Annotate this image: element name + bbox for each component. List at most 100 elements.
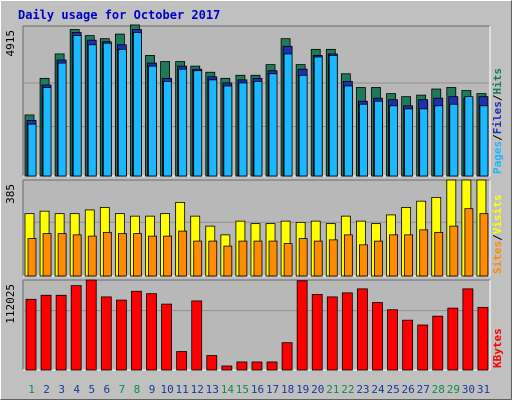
sites-bar-day-17 [268, 240, 278, 277]
x-tick-label-day-27: 27 [417, 383, 430, 396]
sites-visits-legend-item-1: Sites [491, 241, 504, 274]
kbytes-bar-day-14 [221, 365, 233, 371]
kbytes-bar-day-28 [432, 315, 444, 371]
x-tick-label-day-13: 13 [206, 383, 219, 396]
sites-bar-day-23 [359, 244, 368, 277]
chart-title: Daily usage for October 2017 [18, 8, 220, 22]
x-tick-label-day-30: 30 [462, 383, 475, 396]
kbytes-bar-day-17 [266, 361, 278, 371]
pages-bar-day-11 [178, 68, 188, 177]
kbytes-bar-day-15 [236, 361, 248, 371]
sites-bar-day-10 [163, 235, 172, 277]
x-tick-label-day-5: 5 [88, 383, 95, 396]
kbytes-bar-day-23 [357, 288, 368, 371]
x-tick-label-day-26: 26 [402, 383, 415, 396]
kbytes-ymax-label: 112025 [4, 284, 17, 324]
kbytes-bar-day-20 [311, 294, 323, 371]
x-tick-label-day-24: 24 [371, 383, 385, 396]
x-tick-label-day-9: 9 [149, 383, 156, 396]
x-tick-label-day-10: 10 [160, 383, 173, 396]
sites-visits-legend: Sites/Visits [491, 195, 504, 275]
sites-bar-day-22 [343, 234, 353, 277]
x-tick-label-day-12: 12 [191, 383, 204, 396]
pages-bar-day-4 [72, 35, 82, 177]
pages-bar-day-27 [419, 108, 429, 177]
sites-bar-day-15 [238, 240, 248, 277]
pages-bar-day-31 [479, 105, 489, 177]
sites-visits-panel: 385 Sites/Visits [4, 179, 504, 277]
pages-bar-day-19 [298, 74, 308, 177]
pages-bar-day-14 [223, 85, 233, 177]
kbytes-bar-day-6 [100, 296, 112, 371]
pages-bar-day-10 [163, 80, 172, 177]
x-tick-label-day-1: 1 [28, 383, 35, 396]
sites-bar-day-1 [27, 238, 37, 277]
pages-bar-day-23 [359, 103, 368, 177]
kbytes-bar-day-2 [40, 294, 52, 371]
sites-bar-day-26 [404, 234, 414, 277]
sites-visits-legend-item-2: / [491, 234, 504, 241]
x-tick-label-day-3: 3 [58, 383, 65, 396]
pages-bar-day-12 [193, 70, 203, 177]
hits-files-pages-legend-item-4: / [491, 94, 504, 101]
kbytes-bar-day-11 [176, 351, 188, 371]
hits-files-pages-legend-item-3: Files [491, 101, 504, 134]
sites-bar-day-24 [374, 240, 383, 277]
kbytes-bar-day-25 [387, 309, 398, 371]
sites-bar-day-25 [389, 234, 398, 277]
x-axis-labels: 1 2 3 4 5 6 7 8 9 10 11 12 13 14 15 16 17 18 19 20 21 22 23 24 2… [28, 383, 490, 396]
sites-bar-day-30 [464, 208, 474, 277]
pages-bar-day-28 [434, 105, 444, 177]
pages-bar-day-26 [404, 108, 414, 177]
kbytes-bar-day-16 [251, 361, 263, 371]
x-tick-label-day-11: 11 [176, 383, 189, 396]
sites-bar-day-3 [57, 233, 67, 277]
kbytes-bar-day-1 [25, 298, 37, 371]
pages-bar-day-25 [389, 105, 398, 177]
sites-bar-day-4 [72, 234, 82, 277]
kbytes-bar-day-29 [447, 307, 459, 371]
kbytes-bar-day-22 [341, 292, 353, 371]
x-tick-label-day-25: 25 [386, 383, 399, 396]
sites-bar-day-2 [42, 233, 52, 277]
x-tick-label-day-17: 17 [266, 383, 279, 396]
x-tick-label-day-16: 16 [251, 383, 264, 396]
kbytes-bar-day-24 [372, 302, 383, 371]
pages-bar-day-9 [148, 65, 157, 177]
pages-bar-day-22 [343, 85, 353, 177]
pages-bar-day-13 [208, 79, 218, 177]
sites-bar-day-20 [313, 240, 323, 277]
kbytes-bar-day-13 [206, 355, 218, 371]
pages-bar-day-16 [253, 80, 263, 177]
sites-visits-ymax-label: 385 [4, 184, 17, 204]
pages-bar-day-15 [238, 82, 248, 177]
sites-bar-day-14 [223, 245, 233, 277]
pages-bar-day-24 [374, 100, 383, 177]
kbytes-bar-day-31 [477, 306, 489, 371]
sites-bar-day-27 [419, 229, 429, 277]
kbytes-bar-day-26 [402, 319, 414, 371]
sites-bar-day-9 [148, 235, 157, 277]
kbytes-bar-day-19 [296, 280, 308, 371]
x-tick-label-day-2: 2 [43, 383, 50, 396]
pages-bar-day-1 [27, 123, 37, 177]
hits-files-pages-ymax-label: 4915 [4, 30, 17, 57]
sites-bar-day-21 [328, 239, 338, 277]
pages-bar-day-5 [87, 44, 97, 177]
pages-bar-day-7 [117, 48, 127, 177]
sites-bar-day-8 [133, 233, 142, 277]
kbytes-panel: 112025 KBytes [4, 279, 504, 371]
pages-bar-day-20 [313, 56, 323, 177]
sites-bar-day-31 [479, 213, 489, 277]
x-tick-label-day-20: 20 [311, 383, 324, 396]
sites-bar-day-29 [449, 225, 459, 277]
kbytes-bar-day-30 [462, 288, 474, 371]
sites-bar-day-5 [87, 235, 97, 277]
sites-bar-day-7 [117, 233, 127, 277]
kbytes-bar-day-27 [417, 324, 429, 371]
sites-bar-day-28 [434, 231, 444, 277]
hits-files-pages-legend-item-5: Hits [491, 68, 504, 95]
kbytes-legend: KBytes [491, 328, 504, 368]
